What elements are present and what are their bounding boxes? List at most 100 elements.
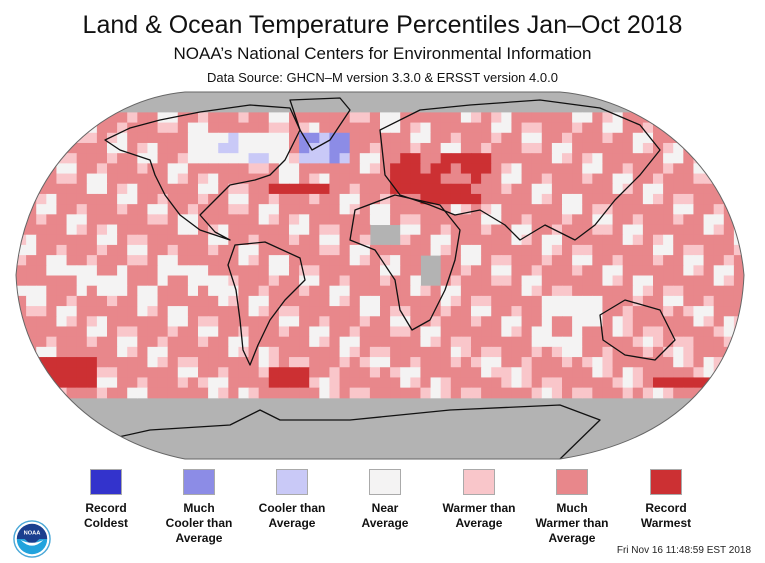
- grid-cell-much-warmer: [228, 255, 239, 266]
- grid-cell-near-average: [400, 316, 411, 327]
- grid-cell-much-warmer: [693, 336, 705, 348]
- grid-cell-much-warmer: [56, 183, 68, 195]
- grid-cell-warmer: [117, 204, 128, 215]
- grid-cell-much-warmer: [572, 377, 583, 389]
- grid-cell-warmer: [642, 387, 654, 399]
- grid-cell-much-warmer: [562, 275, 573, 287]
- grid-cell-warmer: [127, 346, 138, 358]
- grid-cell-much-warmer: [410, 112, 421, 124]
- grid-cell-much-warmer: [390, 132, 401, 144]
- grid-cell-much-warmer: [177, 326, 189, 338]
- grid-cell-much-warmer: [127, 285, 138, 297]
- grid-cell-near-average: [622, 377, 634, 389]
- grid-cell-much-warmer: [167, 367, 179, 378]
- grid-cell-warmer: [642, 122, 654, 134]
- grid-cell-much-warmer: [46, 153, 57, 164]
- grid-cell-much-warmer: [582, 193, 593, 205]
- grid-cell-much-warmer: [531, 112, 543, 124]
- grid-cell-much-warmer: [289, 295, 300, 307]
- grid-cell-warmer: [521, 214, 533, 226]
- grid-cell-much-warmer: [511, 357, 523, 368]
- grid-cell-much-warmer: [733, 193, 744, 205]
- grid-cell-much-warmer: [673, 255, 684, 266]
- grid-cell-much-warmer: [198, 387, 209, 399]
- grid-cell-warmer: [299, 285, 310, 297]
- grid-cell-much-warmer: [673, 244, 684, 256]
- grid-cell-much-warmer: [551, 112, 563, 124]
- grid-cell-warmer: [86, 336, 98, 348]
- grid-cell-near-average: [541, 244, 553, 256]
- grid-cell-much-warmer: [56, 234, 68, 246]
- grid-cell-record-warmest: [420, 173, 432, 185]
- grid-cell-near-average: [167, 265, 179, 276]
- grid-cell-much-warmer: [66, 336, 78, 348]
- grid-cell-much-warmer: [460, 316, 472, 327]
- grid-cell-warmer: [299, 265, 310, 276]
- grid-cell-much-warmer: [632, 122, 644, 134]
- grid-cell-much-warmer: [238, 316, 250, 327]
- grid-cell-much-warmer: [410, 234, 421, 246]
- grid-cell-much-warmer: [299, 326, 310, 338]
- grid-cell-much-warmer: [299, 204, 310, 215]
- grid-cell-warmer: [238, 326, 250, 338]
- grid-cell-warmer: [299, 357, 310, 368]
- grid-cell-near-average: [521, 132, 533, 144]
- grid-cell-much-warmer: [632, 112, 644, 124]
- grid-cell-much-warmer: [501, 204, 512, 215]
- grid-cell-much-warmer: [127, 214, 138, 226]
- grid-cell-near-average: [420, 122, 432, 134]
- grid-cell-near-average: [137, 306, 148, 317]
- grid-cell-warmer: [410, 122, 421, 134]
- grid-cell-much-warmer: [400, 346, 411, 358]
- grid-cell-warmer: [471, 316, 482, 327]
- grid-cell-near-average: [56, 316, 68, 327]
- grid-cell-much-warmer: [157, 234, 169, 246]
- grid-cell-near-average: [572, 193, 583, 205]
- grid-cell-record-warmest: [400, 153, 411, 164]
- grid-cell-much-warmer: [309, 285, 320, 297]
- grid-cell-much-warmer: [359, 214, 371, 226]
- grid-cell-much-warmer: [76, 255, 88, 266]
- grid-cell-much-warmer: [723, 367, 735, 378]
- grid-cell-much-warmer: [723, 193, 735, 205]
- grid-cell-much-warmer: [673, 234, 684, 246]
- grid-cell-much-warmer: [248, 224, 260, 236]
- grid-cell-near-average: [693, 316, 705, 327]
- grid-cell-near-average: [369, 214, 381, 226]
- grid-cell-much-warmer: [501, 142, 512, 154]
- grid-cell-much-warmer: [258, 377, 270, 389]
- grid-cell-warmer: [602, 346, 614, 358]
- legend-swatch: [369, 469, 401, 495]
- grid-cell-near-average: [16, 336, 27, 348]
- grid-cell-near-average: [693, 255, 705, 266]
- grid-cell-warmer: [380, 255, 391, 266]
- grid-cell-near-average: [632, 275, 644, 287]
- grid-cell-much-warmer: [167, 204, 179, 215]
- grid-cell-warmer: [531, 346, 543, 358]
- grid-cell-warmer: [359, 234, 371, 246]
- grid-cell-much-warmer: [157, 387, 169, 399]
- grid-cell-much-warmer: [582, 214, 593, 226]
- grid-cell-much-warmer: [612, 295, 624, 307]
- grid-cell-much-warmer: [289, 346, 300, 358]
- grid-cell-much-warmer: [107, 122, 118, 134]
- grid-cell-warmer: [460, 204, 472, 215]
- grid-cell-near-average: [198, 132, 209, 144]
- grid-cell-much-warmer: [622, 142, 634, 154]
- grid-cell-warmer: [400, 234, 411, 246]
- grid-cell-much-warmer: [602, 163, 614, 175]
- grid-cell-near-average: [562, 346, 573, 358]
- grid-cell-near-average: [440, 234, 452, 246]
- grid-cell-near-average: [562, 306, 573, 317]
- grid-cell-much-warmer: [96, 306, 108, 317]
- grid-cell-much-warmer: [319, 357, 330, 368]
- grid-cell-near-average: [238, 153, 250, 164]
- grid-cell-warmer: [693, 244, 705, 256]
- grid-cell-near-average: [238, 132, 250, 144]
- grid-cell-warmer: [46, 336, 57, 348]
- grid-cell-much-warmer: [167, 346, 179, 358]
- grid-cell-much-warmer: [582, 336, 593, 348]
- grid-cell-much-warmer: [632, 306, 644, 317]
- grid-cell-much-warmer: [26, 265, 37, 276]
- grid-cell-warmer: [339, 357, 351, 368]
